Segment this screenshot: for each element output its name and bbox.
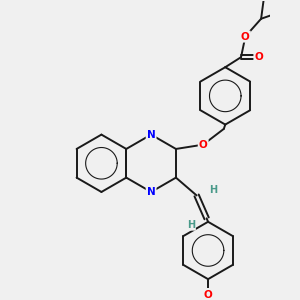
Text: O: O xyxy=(254,52,263,62)
Text: N: N xyxy=(147,187,155,197)
Text: N: N xyxy=(147,130,155,140)
Text: O: O xyxy=(204,290,212,300)
Text: O: O xyxy=(241,32,250,41)
Text: H: H xyxy=(209,185,217,195)
Text: H: H xyxy=(187,220,195,230)
Text: O: O xyxy=(199,140,208,150)
